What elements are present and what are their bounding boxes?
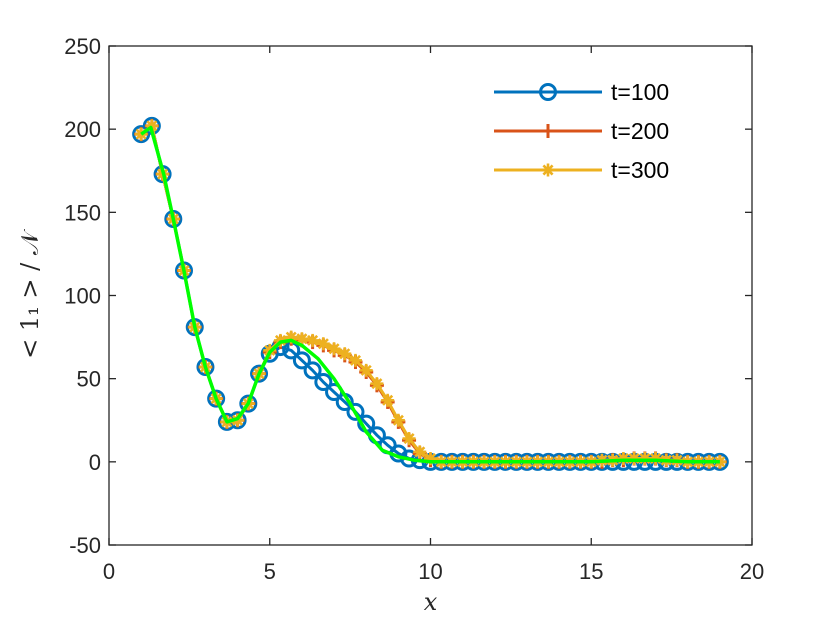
y-tick-label-4: 150	[64, 200, 101, 225]
legend-label-2: t=300	[611, 157, 669, 183]
legend-label-0: t=100	[611, 79, 669, 105]
series-line-3	[140, 125, 720, 464]
series-0-point-20	[346, 402, 365, 421]
series-2-point-21	[359, 363, 373, 377]
plot-area	[109, 46, 752, 545]
series-0-point-17	[314, 372, 333, 391]
series-2-point-22	[370, 377, 384, 391]
series-2-point-0	[134, 127, 148, 141]
series-2-point-21-d	[360, 364, 372, 376]
x-tick-label-0: 0	[103, 559, 115, 584]
series-2-point-18-d	[328, 343, 340, 355]
series-2-point-23-d	[382, 394, 394, 406]
x-axis-label: x	[424, 588, 438, 616]
legend-marker-0	[539, 83, 557, 101]
y-tick-label-0: -50	[69, 533, 101, 558]
legend: t=100 t=200 t=300	[494, 79, 669, 183]
series-2-point-16	[306, 333, 320, 347]
series-2-point-26-d	[414, 446, 426, 458]
y-tick-label-3: 100	[64, 284, 101, 309]
series-2-point-20-d	[349, 354, 362, 366]
y-tick-label-5: 200	[64, 117, 101, 142]
series-2-point-25-d	[403, 433, 415, 445]
series-2-point-22-d	[371, 378, 383, 390]
x-tick-label-3: 15	[579, 559, 603, 584]
series-0-point-11	[250, 364, 269, 383]
series-0-point-15	[292, 351, 311, 370]
y-tick-label-1: 0	[89, 450, 101, 475]
series-2-point-25	[402, 432, 416, 446]
x-tick-label-1: 5	[264, 559, 276, 584]
series-0-point-7	[207, 389, 226, 408]
series-2-point-16-d	[307, 334, 319, 346]
series-2-point-26	[413, 445, 427, 459]
series-0-point-6	[196, 358, 215, 377]
series-2-point-15-d	[296, 333, 308, 345]
series-2-point-19-d	[339, 348, 351, 360]
series-2-point-23	[381, 393, 395, 407]
series-2-point-20	[348, 353, 362, 367]
series-2-point-24	[391, 413, 405, 427]
x-tick-label-4: 20	[740, 559, 764, 584]
legend-marker-1	[541, 124, 555, 138]
legend-label-1: t=200	[611, 118, 669, 144]
series-0-point-10	[239, 394, 258, 413]
y-tick-label-2: 50	[77, 367, 101, 392]
series-2-point-18	[327, 342, 341, 356]
legend-marker-2-d	[542, 164, 554, 176]
x-tick-label-2: 10	[418, 559, 442, 584]
y-tick-label-6: 250	[64, 34, 101, 59]
series-2-point-17	[316, 337, 330, 351]
series-2-point-17-d	[317, 338, 329, 350]
series-0-point-16	[303, 361, 322, 380]
y-axis-label: < 1₁ > / 𝒩	[16, 228, 44, 359]
series-2-point-24-d	[392, 414, 404, 426]
series-2-point-19	[338, 347, 352, 361]
series-2-point-15	[295, 332, 309, 346]
legend-marker-2	[541, 163, 555, 177]
